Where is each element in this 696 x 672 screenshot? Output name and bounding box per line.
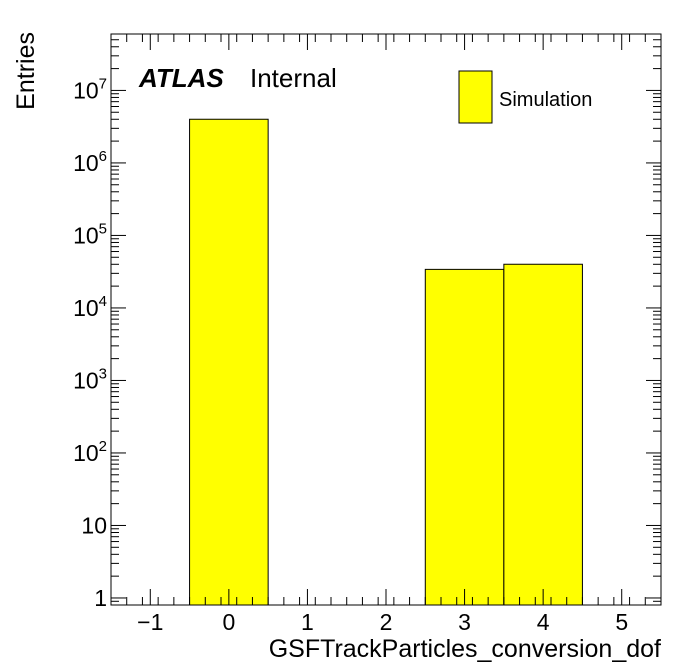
x-tick-label-1: 0 — [222, 609, 235, 635]
x-tick-label-6: 5 — [615, 609, 628, 635]
histogram-bar-2 — [503, 264, 583, 605]
atlas-label: ATLAS — [138, 63, 224, 93]
y-tick-labels: 1 10 102 103 104 105 106 107 — [73, 75, 107, 611]
x-tick-label-0: −1 — [137, 609, 163, 635]
minor-ticks — [110, 33, 662, 606]
plot-frame — [110, 33, 662, 606]
legend-swatch — [458, 70, 493, 124]
histogram-bar-outline-0 — [189, 118, 269, 605]
legend: Simulation — [458, 70, 592, 124]
histogram-bar-1 — [425, 269, 504, 605]
x-tick-label-5: 4 — [537, 609, 550, 635]
major-ticks — [111, 34, 661, 605]
histogram-bars — [189, 118, 583, 606]
x-tick-label-3: 2 — [380, 609, 393, 635]
internal-label: Internal — [250, 63, 337, 93]
x-tick-labels: −1 0 1 2 3 4 5 — [137, 609, 628, 635]
histogram-bar-0 — [189, 119, 269, 606]
legend-label: Simulation — [499, 89, 592, 111]
x-tick-label-4: 3 — [458, 609, 471, 635]
y-tick-label-1: 10 — [81, 512, 107, 538]
x-tick-label-2: 1 — [301, 609, 314, 635]
y-tick-label-2: 102 — [73, 438, 107, 466]
y-tick-label-4: 104 — [73, 293, 107, 321]
x-axis-title: GSFTrackParticles_conversion_dof — [269, 635, 661, 663]
y-tick-label-3: 103 — [73, 365, 107, 393]
y-tick-label-5: 105 — [73, 220, 107, 248]
histogram-bar-outline-2 — [503, 263, 583, 605]
y-axis-title: Entries — [12, 32, 40, 110]
y-tick-label-6: 106 — [73, 148, 107, 176]
y-tick-label-0: 1 — [94, 585, 107, 611]
y-tick-label-7: 107 — [73, 75, 107, 103]
